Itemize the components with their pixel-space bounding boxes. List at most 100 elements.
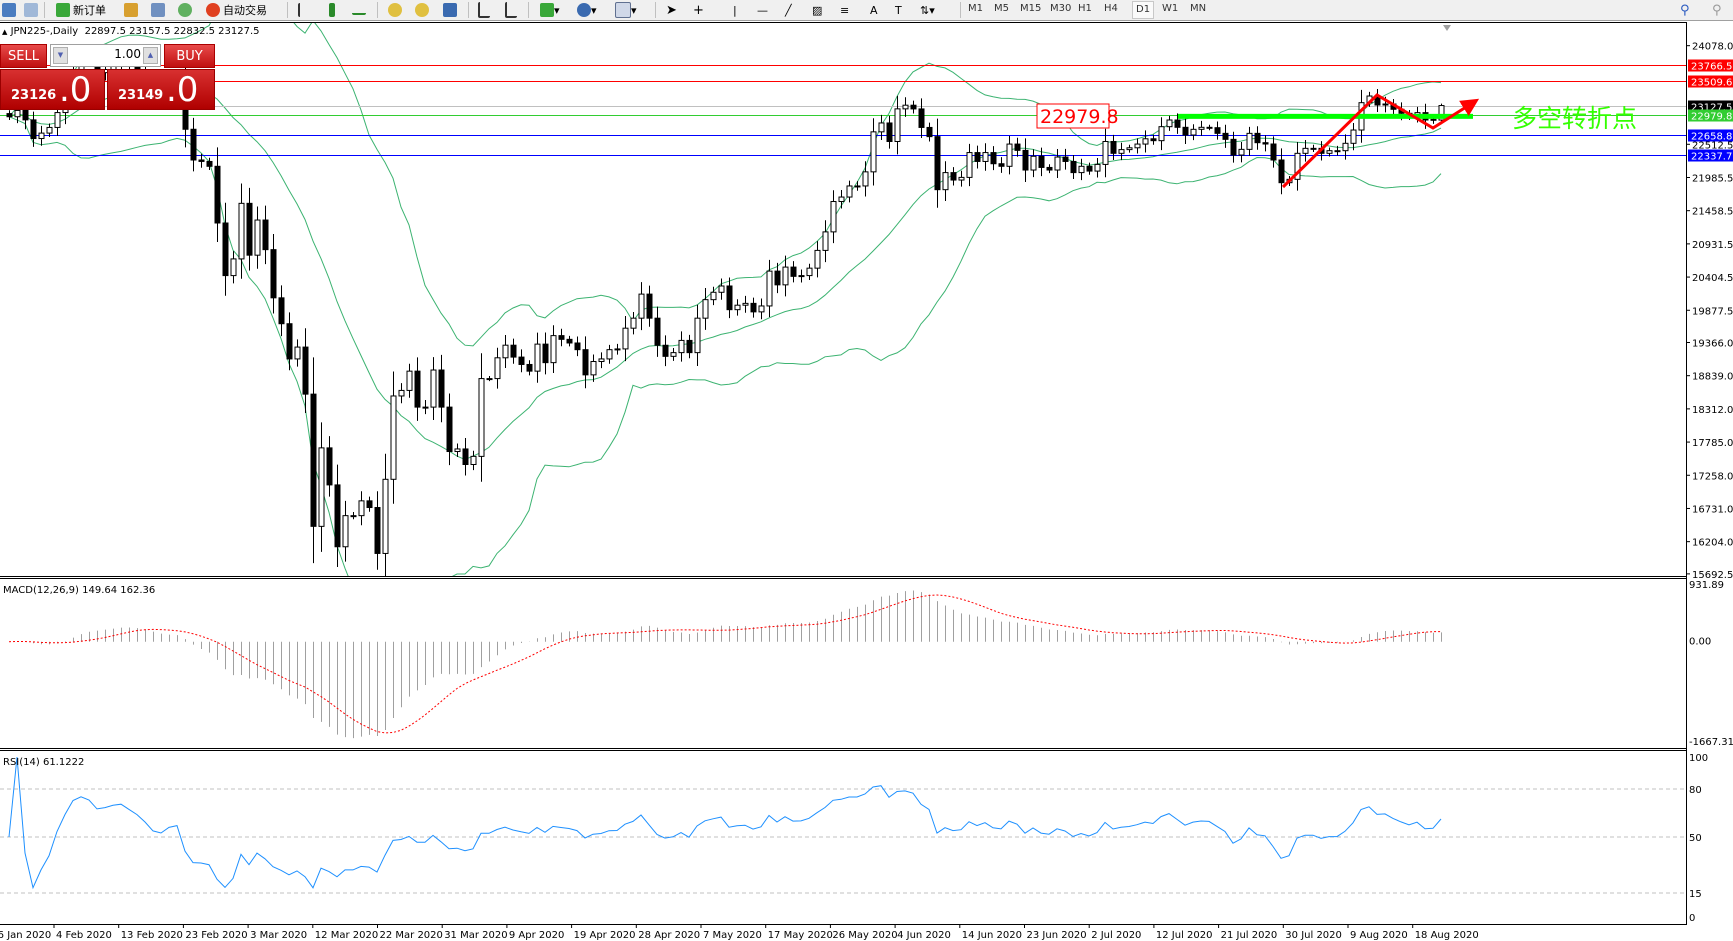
candle bbox=[214, 147, 221, 242]
data-window-icon[interactable] bbox=[151, 2, 165, 18]
bear-candle-body bbox=[374, 507, 381, 554]
signal-icon[interactable] bbox=[178, 2, 192, 18]
candle bbox=[462, 437, 469, 476]
bear-candle-body bbox=[1150, 138, 1157, 142]
timeframe-mn[interactable]: MN bbox=[1190, 3, 1207, 14]
price-tick-label: 19877.5 bbox=[1692, 306, 1733, 317]
chart-frame bbox=[0, 22, 1687, 925]
auto-trading-button[interactable]: 自动交易 bbox=[206, 2, 267, 18]
lot-size-input[interactable] bbox=[69, 47, 141, 61]
price-label: 22979.8 bbox=[1040, 106, 1119, 128]
candle bbox=[582, 336, 589, 389]
line-chart-icon[interactable] bbox=[352, 2, 366, 18]
bear-candle-body bbox=[950, 172, 957, 181]
bull-candle-body bbox=[614, 348, 621, 351]
bear-candle-body bbox=[1014, 143, 1021, 151]
market-watch-icon[interactable] bbox=[124, 2, 138, 18]
candle bbox=[878, 114, 885, 140]
candle bbox=[1110, 134, 1117, 160]
timeframe-m5[interactable]: M5 bbox=[994, 3, 1009, 14]
candle bbox=[1310, 144, 1317, 153]
candle bbox=[1006, 135, 1013, 175]
indicators-menu-icon[interactable]: ▾ bbox=[540, 2, 560, 18]
bull-candle-body bbox=[694, 317, 701, 354]
bear-candle-body bbox=[262, 219, 269, 251]
tile-windows-icon[interactable] bbox=[443, 2, 457, 18]
date-tick-label: 14 Jun 2020 bbox=[962, 930, 1022, 941]
sell-price[interactable]: 23126 .0 bbox=[0, 69, 105, 110]
collapse-icon[interactable]: ▲ bbox=[2, 28, 8, 36]
bear-candle-body bbox=[542, 343, 549, 364]
bull-candle-body bbox=[678, 339, 685, 354]
date-tick-label: 13 Feb 2020 bbox=[121, 930, 183, 941]
zoom-history-icon[interactable] bbox=[24, 2, 38, 18]
bull-candle-body bbox=[534, 343, 541, 372]
bull-candle-body bbox=[806, 267, 813, 277]
candlestick-chart-icon[interactable] bbox=[325, 2, 335, 18]
community-icon[interactable]: ⚲ bbox=[1712, 2, 1722, 18]
timeframe-d1[interactable]: D1 bbox=[1132, 1, 1155, 19]
equidistant-channel-icon[interactable]: ▨ bbox=[812, 3, 823, 17]
bear-candle-body bbox=[990, 152, 997, 165]
timeframe-h1[interactable]: H1 bbox=[1078, 3, 1092, 14]
decrease-lot-button[interactable]: ▼ bbox=[53, 47, 68, 64]
vertical-line-icon[interactable]: | bbox=[733, 3, 737, 17]
candle bbox=[190, 117, 197, 172]
price-badge bbox=[1688, 149, 1733, 162]
annotations: 22979.8 多空转折点 bbox=[1036, 93, 1637, 189]
chart-shift-icon[interactable] bbox=[478, 2, 490, 18]
auto-scroll-icon[interactable] bbox=[505, 2, 517, 18]
new-order-button[interactable]: 新订单 bbox=[56, 2, 106, 18]
increase-lot-button[interactable]: ▲ bbox=[143, 47, 158, 64]
zoom-out-icon[interactable] bbox=[415, 2, 429, 18]
candle bbox=[1206, 124, 1213, 131]
timeframe-m15[interactable]: M15 bbox=[1020, 3, 1042, 14]
bear-candle-body bbox=[1174, 119, 1181, 128]
timeframe-m30[interactable]: M30 bbox=[1050, 3, 1072, 14]
candle bbox=[366, 496, 373, 512]
new-order-label: 新订单 bbox=[73, 4, 106, 17]
price-tick-label: 17785.0 bbox=[1692, 438, 1733, 449]
bear-candle-body bbox=[414, 370, 421, 408]
candle bbox=[286, 312, 293, 371]
bull-candle-body bbox=[14, 109, 21, 118]
timeframe-h4[interactable]: H4 bbox=[1104, 3, 1118, 14]
arrows-menu-icon[interactable]: ⇅▾ bbox=[920, 3, 935, 17]
sell-button[interactable]: SELL bbox=[0, 44, 47, 68]
bull-candle-body bbox=[710, 291, 717, 301]
candle bbox=[390, 371, 397, 504]
templates-menu-icon[interactable]: ▾ bbox=[615, 2, 637, 18]
timeframe-w1[interactable]: W1 bbox=[1162, 3, 1179, 14]
periods-menu-icon[interactable]: ▾ bbox=[577, 2, 597, 18]
zoom-in-icon[interactable] bbox=[388, 2, 402, 18]
bear-candle-body bbox=[310, 393, 317, 527]
buy-price[interactable]: 23149 .0 bbox=[107, 69, 215, 110]
candle bbox=[270, 233, 277, 314]
bear-candle-body bbox=[286, 323, 293, 360]
bull-candle-body bbox=[822, 231, 829, 251]
bear-candle-body bbox=[334, 484, 341, 548]
bull-candle-body bbox=[1118, 149, 1125, 154]
search-icon[interactable]: ⚲ bbox=[1680, 2, 1690, 18]
bull-candle-body bbox=[830, 201, 837, 233]
timeframe-m1[interactable]: M1 bbox=[968, 3, 983, 14]
new-order-icon bbox=[56, 3, 70, 17]
candle bbox=[206, 157, 213, 171]
bull-candle-body bbox=[1190, 128, 1197, 136]
bear-candle-body bbox=[278, 297, 285, 325]
horizontal-line-icon[interactable]: — bbox=[757, 3, 768, 17]
trendline-icon[interactable]: ╱ bbox=[785, 3, 792, 17]
bar-chart-icon[interactable] bbox=[298, 2, 308, 18]
fibonacci-icon[interactable]: ≡ bbox=[840, 3, 850, 17]
text-icon[interactable]: A bbox=[870, 3, 878, 17]
candle bbox=[742, 295, 749, 313]
cursor-icon[interactable]: ➤ bbox=[666, 2, 677, 18]
candle bbox=[1190, 124, 1197, 141]
crosshair-icon[interactable]: + bbox=[693, 2, 704, 18]
text-label-icon[interactable]: T bbox=[895, 3, 902, 17]
candle bbox=[262, 205, 269, 265]
new-chart-icon[interactable] bbox=[2, 2, 16, 18]
buy-button[interactable]: BUY bbox=[164, 44, 215, 68]
candle bbox=[1070, 155, 1077, 180]
